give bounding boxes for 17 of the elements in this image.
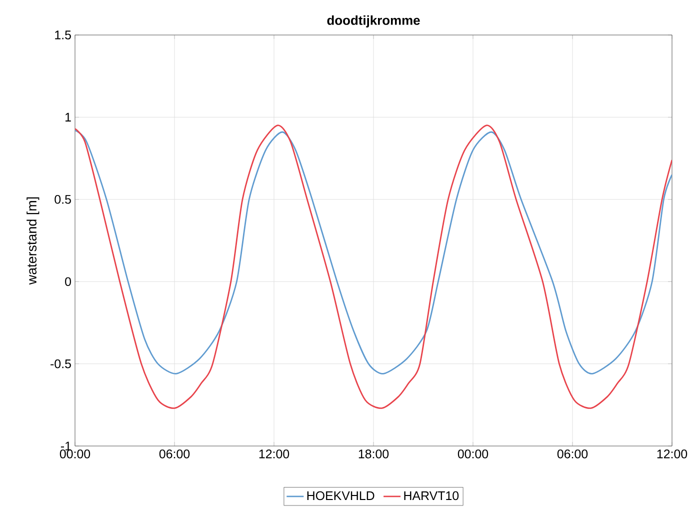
chart-title: doodtijkromme	[327, 15, 420, 28]
x-tick-label: 00:00	[458, 450, 488, 458]
x-tick-label: 12:00	[657, 450, 688, 458]
y-tick-label: -1	[60, 442, 71, 450]
x-tick-label: 12:00	[259, 450, 290, 458]
legend-label: HARVT10	[404, 491, 459, 500]
legend-label: HOEKVHLD	[307, 491, 374, 500]
x-tick-label: 06:00	[557, 450, 588, 458]
y-tick-label: -0.5	[50, 359, 71, 368]
y-tick-label: 0.5	[54, 194, 71, 204]
x-tick-label: 18:00	[358, 450, 389, 458]
y-tick-label: 1.5	[55, 30, 71, 40]
x-tick-label: 06:00	[159, 450, 190, 458]
x-tick-label: 00:00	[60, 450, 90, 458]
y-axis-title: waterstand [m]	[26, 197, 40, 285]
y-tick-label: 0	[65, 277, 71, 286]
y-tick-label: 1	[66, 112, 71, 122]
